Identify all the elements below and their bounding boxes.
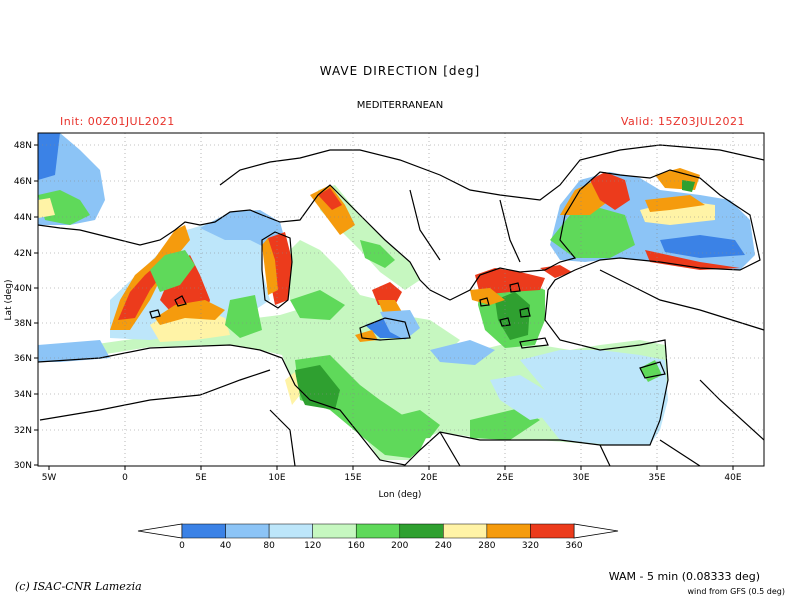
south-tyrrhenian-green [290,290,345,320]
x-tick-label: 5W [42,473,57,483]
libya-green-east [380,410,440,440]
colorbar-swatch [225,523,270,539]
y-axis-label: Lat (deg) [4,280,14,321]
x-tick-label: 5E [195,473,207,483]
colorbar-label: 40 [220,541,232,551]
y-tick-label: 36N [14,354,32,364]
corsica-orange [262,238,278,295]
y-tick-label: 46N [14,177,32,187]
x-tick-label: 30E [572,473,589,483]
colorbar-label: 120 [304,541,321,551]
ligurian-sea [200,210,285,250]
sardinia-west-green [225,295,262,338]
x-tick-label: 20E [420,473,437,483]
y-tick-label: 42N [14,249,32,259]
biscay-green [38,190,90,225]
adriatic-north-red [318,188,342,210]
colorbar-label: 240 [435,541,452,551]
colorbar-under-arrow [137,523,183,539]
colorbar-swatch [312,523,357,539]
x-tick-label: 25E [496,473,513,483]
y-tick-label: 32N [14,426,32,436]
colorbar-swatch [355,523,401,539]
x-axis-label: Lon (deg) [379,490,422,500]
cyprus-green [640,360,662,382]
aegean-darkgreen [495,292,530,340]
y-tick-label: 38N [14,319,32,329]
aegean-north-red [475,268,545,295]
colorbar-swatch [399,523,444,539]
credit-label: (c) ISAC-CNR Lamezia [15,580,142,593]
map-frame [37,132,765,467]
tunisia-coast-yellow [285,372,300,405]
init-time-label: Init: 00Z01JUL2021 [60,115,175,128]
wind-info-label: wind from GFS (0.5 deg) [687,587,785,596]
azov-green [682,180,695,192]
black-sea-center-orange [645,195,705,212]
y-tick-labels: 48N 46N 44N 42N 40N 38N 36N 34N 32N 30N [14,141,32,471]
biscay-yellow [38,198,55,218]
x-tick-label: 35E [648,473,665,483]
y-tick-label: 30N [14,461,32,471]
black-sea-nw-red [590,172,630,210]
levant-green [470,408,540,440]
black-sea-south-red [645,250,740,270]
black-sea-west-green [550,208,635,258]
colorbar: 0 40 80 120 160 200 240 280 320 360 [137,523,619,551]
colorbar-swatch [530,523,575,539]
x-tick-label: 0 [122,473,128,483]
map-title: WAVE DIRECTION [deg] [319,64,481,78]
tick-marks [34,144,734,470]
levantine-lightblue-west [490,375,555,420]
coastlines [38,144,764,466]
valid-time-label: Valid: 15Z03JUL2021 [620,115,745,128]
colorbar-swatch [268,523,313,539]
colorbar-label: 0 [179,541,185,551]
black-sea-east-blue [660,235,745,258]
region-label: MEDITERRANEAN [356,100,444,111]
adriatic-mid-green [360,240,395,268]
x-tick-label: 15E [344,473,361,483]
y-tick-label: 34N [14,390,32,400]
colorbar-label: 280 [478,541,495,551]
x-tick-label: 40E [724,473,741,483]
colorbar-swatch [486,523,531,539]
colorbar-swatch [443,523,488,539]
sicily-strait-lightblue [380,310,420,340]
colorbar-label: 320 [522,541,539,551]
x-tick-label: 10E [268,473,285,483]
levantine-sea [520,350,668,445]
y-tick-label: 44N [14,213,32,223]
colorbar-label: 200 [391,541,408,551]
colorbar-label: 360 [565,541,582,551]
sirte-darkgreen [295,365,340,410]
balearic-orange [155,300,225,325]
y-tick-label: 48N [14,141,32,151]
colorbar-over-arrow [573,523,619,539]
aegean-north-orange [470,288,505,305]
colorbar-swatch [181,523,226,539]
x-tick-labels: 5W 0 5E 10E 15E 20E 25E 30E 35E 40E [42,473,742,483]
colorbar-label: 80 [263,541,275,551]
y-tick-label: 40N [14,284,32,294]
gulf-lion-green [150,250,195,292]
colorbar-label: 160 [348,541,365,551]
gibraltar-blue [38,340,110,362]
central-ionian-blue [430,340,495,365]
model-info-label: WAM - 5 min (0.08333 deg) [608,570,760,583]
graticule [38,133,764,466]
